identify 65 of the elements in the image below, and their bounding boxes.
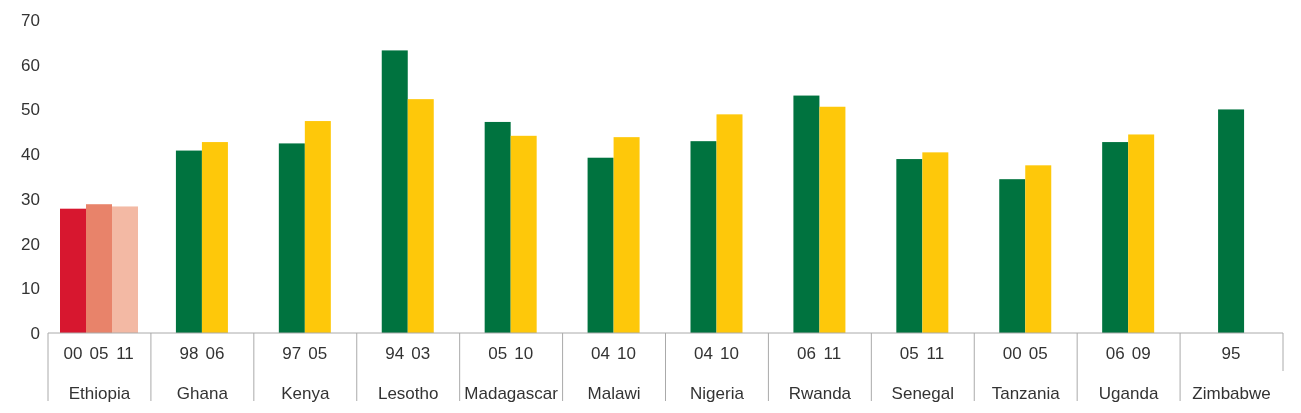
bar (381, 50, 408, 333)
x-tick-label: Rwanda (788, 384, 852, 403)
x-tick-label: Tanzania (991, 384, 1061, 403)
y-tick-label: 60 (21, 55, 40, 75)
text: 00 (1002, 344, 1022, 363)
x-tick-label: Ghana (176, 384, 229, 403)
text: 06 (205, 344, 225, 363)
x-tick-label: Nigeria (690, 384, 745, 403)
x-tick-label: Senegal (891, 384, 954, 403)
bar (484, 121, 511, 333)
bar (112, 206, 138, 333)
text: 05 (488, 344, 508, 363)
bar (1025, 165, 1052, 333)
text: 03 (411, 344, 431, 363)
x-tick-label: Malawi (587, 384, 641, 403)
text: 10 (617, 344, 637, 363)
text: 00 (63, 344, 83, 363)
bar (304, 121, 331, 333)
text: 06 (796, 344, 816, 363)
text: 95 (1221, 344, 1241, 363)
y-tick-label: 20 (21, 234, 40, 254)
bar (922, 152, 949, 333)
bar (510, 135, 537, 333)
x-tick-label: Uganda (1098, 384, 1159, 403)
text: 98 (179, 344, 199, 363)
text: 06 (1105, 344, 1125, 363)
text: 11 (116, 344, 134, 363)
x-tick-label: Kenya (281, 384, 330, 403)
bar (819, 106, 846, 333)
x-tick-label: Zimbabwe (1192, 384, 1271, 403)
bar (278, 143, 305, 333)
text: 97 (282, 344, 302, 363)
y-tick-label: 30 (21, 189, 40, 209)
text: 05 (308, 344, 328, 363)
bar (1102, 142, 1129, 333)
text: 11 (926, 344, 945, 363)
x-tick-label: Lesotho (377, 384, 439, 403)
text: 05 (89, 344, 109, 363)
text: 05 (899, 344, 919, 363)
text: 10 (514, 344, 534, 363)
bar (690, 141, 717, 333)
x-tick-label: Madagascar (464, 384, 559, 403)
y-tick-label: 10 (21, 279, 40, 299)
text: 04 (591, 344, 611, 363)
bar (201, 142, 228, 333)
x-tick-label: Ethiopia (68, 384, 131, 403)
bar (793, 95, 820, 333)
bar (175, 150, 202, 333)
y-tick-label: 50 (21, 100, 40, 120)
bar (999, 179, 1026, 333)
bar (587, 157, 614, 333)
bar (1128, 134, 1155, 333)
bar (896, 159, 923, 333)
text: 05 (1028, 344, 1048, 363)
y-tick-label: 0 (30, 324, 40, 344)
text: 10 (720, 344, 739, 363)
bar (613, 137, 640, 333)
text: 04 (694, 344, 713, 363)
bar (407, 99, 434, 333)
text: 11 (823, 344, 842, 363)
y-tick-label: 40 (21, 145, 40, 165)
y-tick-label: 70 (21, 11, 40, 31)
bar (716, 114, 743, 333)
text: 94 (385, 344, 405, 363)
text: 09 (1131, 344, 1151, 363)
